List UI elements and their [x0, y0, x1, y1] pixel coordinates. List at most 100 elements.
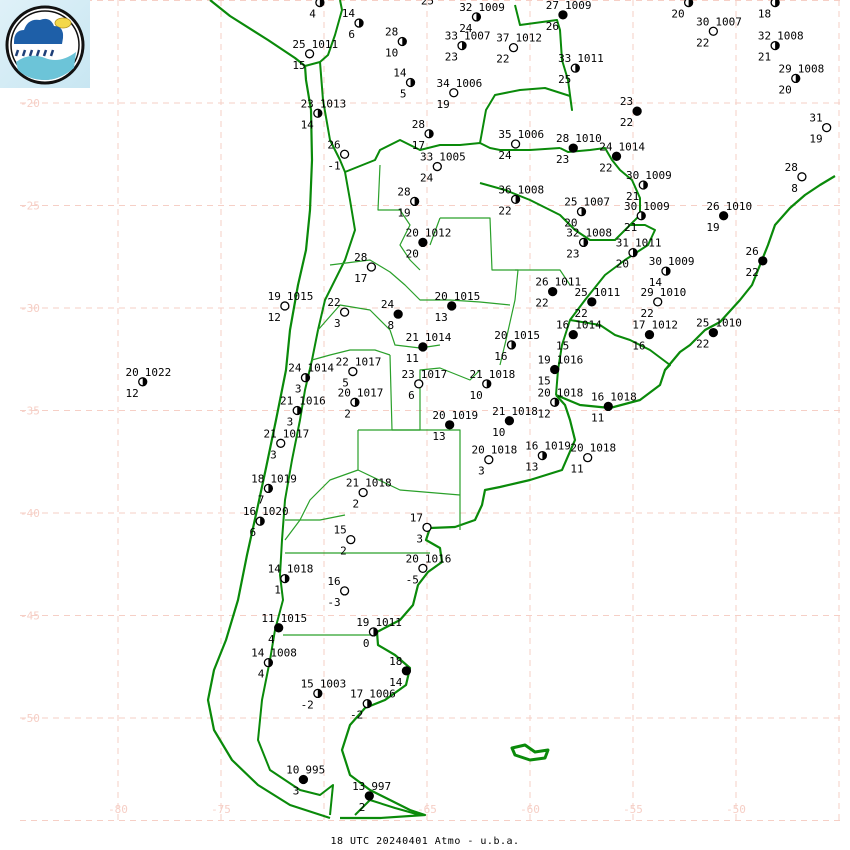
station-plot[interactable]: 20 1015 16 [494, 329, 540, 363]
station-plot[interactable]: 17 1012 16 [632, 319, 678, 353]
temperature-label: 23 [620, 95, 633, 108]
station-plot[interactable]: 24 8 [381, 298, 403, 332]
station-plot[interactable]: 174 [303, 0, 325, 21]
station-plot[interactable]: 21 1016 3 [280, 395, 326, 429]
station-plot[interactable]: 33 1005 24 [420, 151, 466, 185]
station-plot[interactable]: 28 1010 23 [556, 132, 602, 166]
station-plot[interactable]: 33 1011 25 [558, 52, 604, 86]
station-plot[interactable]: 36 1008 22 [498, 183, 544, 217]
station-plot[interactable]: 31 1011 20 [616, 237, 662, 271]
station-plot[interactable]: 20 1016 -5 [406, 552, 452, 586]
station-plot[interactable]: 26 1010 19 [706, 200, 752, 234]
station-plot[interactable]: 29 1010 22 [640, 286, 686, 320]
station-plot[interactable]: 18 1019 7 [251, 472, 297, 506]
cloud-cover-circle-icon [418, 563, 428, 573]
station-plot[interactable]: 23 1017 6 [402, 368, 448, 402]
station-plot[interactable]: 15 2 [334, 524, 356, 558]
dewpoint-label: 12 [537, 407, 550, 420]
station-plot[interactable]: 28 19 [397, 185, 420, 219]
station-plot[interactable]: 14 1008 4 [251, 647, 297, 681]
station-plot[interactable]: 20 1018 11 [570, 442, 616, 476]
station-plot[interactable]: 16 1020 6 [243, 505, 289, 539]
station-plot[interactable]: 20 1017 2 [338, 386, 384, 420]
station-plot[interactable]: 17 3 [410, 511, 432, 545]
station-plot[interactable]: 35 1006 24 [498, 128, 544, 162]
pressure-label: 1016 [425, 552, 452, 565]
cloud-cover-fill [775, 41, 780, 50]
station-plot[interactable]: 32 1008 21 [758, 30, 804, 64]
station-plot[interactable]: 26 -1 [327, 138, 350, 172]
cloud-cover-circle-icon [821, 122, 832, 133]
station-plot[interactable]: 25 1010 22 [696, 317, 742, 351]
station-plot[interactable]: 16 1014 15 [556, 319, 602, 353]
station-plot[interactable]: 17 1006 -2 [350, 688, 396, 722]
station-plot[interactable]: 2918 [758, 0, 780, 21]
station-plot[interactable]: 28 17 [354, 251, 377, 285]
station-plot[interactable]: 23 1013 14 [301, 97, 347, 131]
station-plot[interactable]: 22 1017 5 [336, 356, 382, 390]
station-plot[interactable]: 20 1022 12 [125, 366, 171, 400]
station-plot[interactable]: 30 1009 21 [624, 200, 670, 234]
station-plot[interactable]: 10 995 3 [286, 764, 325, 798]
station-plot[interactable]: 19 1016 15 [537, 354, 583, 388]
pressure-label: 1006 [456, 77, 483, 90]
station-plot[interactable]: 25 1011 22 [575, 286, 621, 320]
station-plot[interactable]: 20 1018 12 [537, 386, 583, 420]
station-plot[interactable]: 29 1008 20 [778, 62, 824, 96]
station-plot[interactable]: 31 19 [809, 112, 832, 146]
station-plot[interactable]: 21 1017 3 [263, 427, 309, 461]
station-plot[interactable]: 16 1018 11 [591, 390, 637, 424]
station-plot[interactable]: 28 17 [412, 118, 434, 152]
cloud-cover-fill [354, 398, 359, 407]
dewpoint-label: 24 [459, 22, 473, 35]
station-plot[interactable]: 28 10 [385, 26, 407, 60]
station-plot[interactable]: 19 1015 12 [268, 290, 314, 324]
longitude-label: -55 [623, 803, 643, 816]
dewpoint-label: 4 [268, 633, 275, 646]
station-plot[interactable]: 20 1015 13 [434, 290, 480, 324]
temperature-label: 23 [402, 368, 415, 381]
station-plot[interactable]: 21 1018 2 [346, 477, 392, 511]
station-plot[interactable]: 15 1003 -2 [301, 677, 347, 711]
station-plot[interactable]: 11 1015 4 [261, 612, 307, 646]
station-plot[interactable]: 30 1009 21 [626, 169, 672, 203]
station-plot[interactable]: 37 1012 22 [496, 32, 542, 66]
pressure-label: 1011 [312, 38, 339, 51]
station-plot[interactable]: 24 1014 3 [288, 362, 334, 396]
cloud-cover-circle-icon [366, 262, 377, 272]
station-plot[interactable]: 30 1007 22 [696, 15, 742, 49]
cloud-cover-fill [260, 517, 265, 526]
station-plot[interactable]: 20 1019 13 [432, 409, 478, 443]
station-plot[interactable]: 24 1014 22 [599, 140, 645, 174]
station-plot[interactable]: 22 3 [327, 296, 350, 330]
station-plot[interactable]: 3520 [671, 0, 694, 21]
station-plot[interactable]: 14 6 [342, 7, 364, 41]
station-plot[interactable]: 28 8 [785, 161, 807, 195]
station-plot[interactable]: 21 1014 11 [406, 331, 452, 365]
station-plot[interactable]: 23 22 [620, 95, 642, 129]
station-plot[interactable]: 14 5 [393, 67, 416, 101]
pressure-label: 1010 [726, 200, 753, 213]
station-plot[interactable]: 21 1018 10 [469, 368, 515, 402]
dewpoint-label: 2 [353, 498, 360, 511]
station-plot[interactable]: 20 1018 3 [472, 444, 518, 478]
station-plot[interactable]: 20 1012 20 [406, 226, 452, 260]
station-plot[interactable]: 26 1011 22 [535, 276, 581, 310]
station-plot[interactable]: 13 997 2 [352, 780, 391, 814]
station-plot[interactable]: 19 1011 0 [356, 616, 402, 650]
pressure-label: 1016 [299, 395, 326, 408]
station-plot[interactable]: 34 1006 19 [437, 77, 483, 111]
station-plot[interactable]: 32 1009 24 [459, 1, 505, 35]
station-plot[interactable]: 25 1011 15 [292, 38, 338, 72]
station-plot[interactable]: 16 1019 13 [525, 440, 571, 474]
station-plot[interactable]: 21 1018 10 [492, 405, 538, 439]
station-plot[interactable]: 26 22 [746, 245, 768, 279]
station-plot[interactable]: 30 1009 14 [649, 255, 695, 289]
station-plot[interactable]: 32 1008 23 [566, 226, 612, 260]
station-plot[interactable]: 27 1009 26 [546, 0, 592, 33]
station-plot[interactable]: 25 1007 20 [564, 196, 610, 230]
station-plot[interactable]: 16 -3 [327, 575, 350, 609]
station-plot[interactable]: 33 1007 23 [445, 30, 491, 64]
station-plot[interactable]: 14 1018 1 [268, 563, 314, 597]
